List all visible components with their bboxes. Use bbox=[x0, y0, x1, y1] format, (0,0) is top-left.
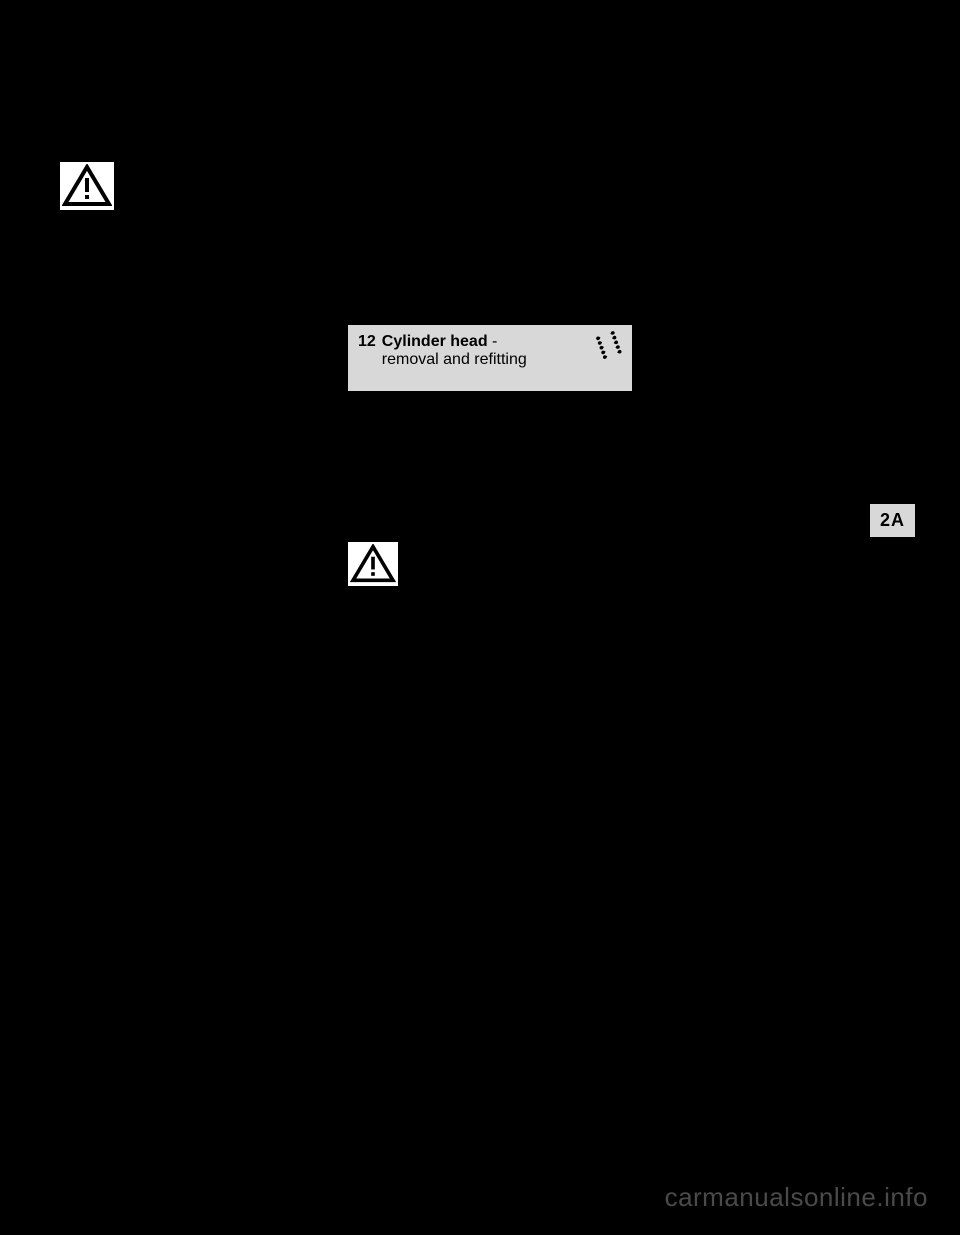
watermark-text: carmanualsonline.info bbox=[665, 1182, 928, 1213]
page-tab: 2A bbox=[870, 504, 915, 537]
section-subtitle: removal and refitting bbox=[382, 351, 590, 369]
watermark-label: carmanualsonline.info bbox=[665, 1182, 928, 1212]
section-title-block: Cylinder head - removal and refitting bbox=[382, 333, 590, 369]
section-title-rest: - bbox=[488, 333, 498, 350]
difficulty-rating-icon bbox=[593, 329, 626, 361]
page-tab-label: 2A bbox=[880, 510, 905, 530]
section-header: 12 Cylinder head - removal and refitting bbox=[348, 325, 632, 391]
section-title-bold: Cylinder head bbox=[382, 333, 488, 350]
section-number: 12 bbox=[358, 333, 376, 351]
warning-triangle-icon bbox=[60, 162, 114, 210]
warning-triangle-icon bbox=[348, 542, 398, 586]
